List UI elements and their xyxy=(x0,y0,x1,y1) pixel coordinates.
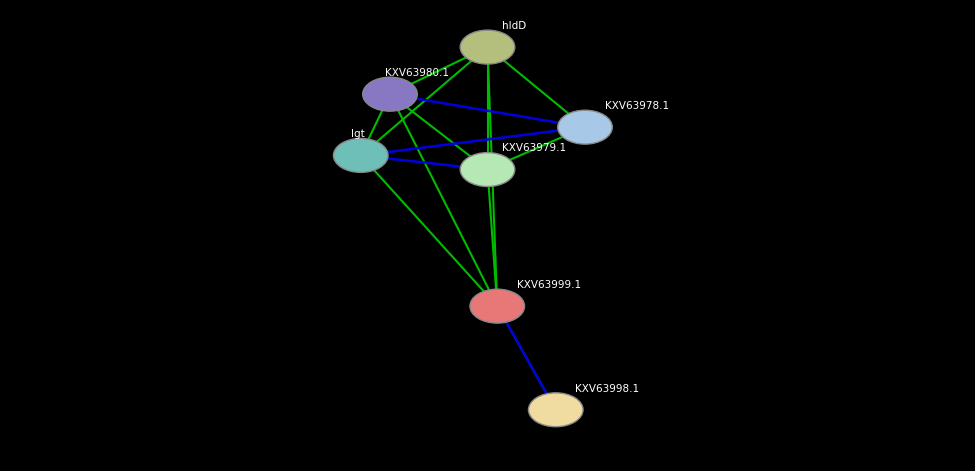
Text: KXV63980.1: KXV63980.1 xyxy=(385,68,449,78)
Ellipse shape xyxy=(528,393,583,427)
Text: KXV63998.1: KXV63998.1 xyxy=(575,383,640,394)
Ellipse shape xyxy=(363,77,417,111)
Ellipse shape xyxy=(470,289,525,323)
Ellipse shape xyxy=(333,138,388,172)
Text: KXV63999.1: KXV63999.1 xyxy=(517,280,581,290)
Text: KXV63978.1: KXV63978.1 xyxy=(604,101,669,111)
Ellipse shape xyxy=(460,30,515,64)
Text: KXV63979.1: KXV63979.1 xyxy=(502,143,566,154)
Text: lgt: lgt xyxy=(351,129,365,139)
Text: hldD: hldD xyxy=(502,21,526,31)
Ellipse shape xyxy=(460,153,515,187)
Ellipse shape xyxy=(558,110,612,144)
